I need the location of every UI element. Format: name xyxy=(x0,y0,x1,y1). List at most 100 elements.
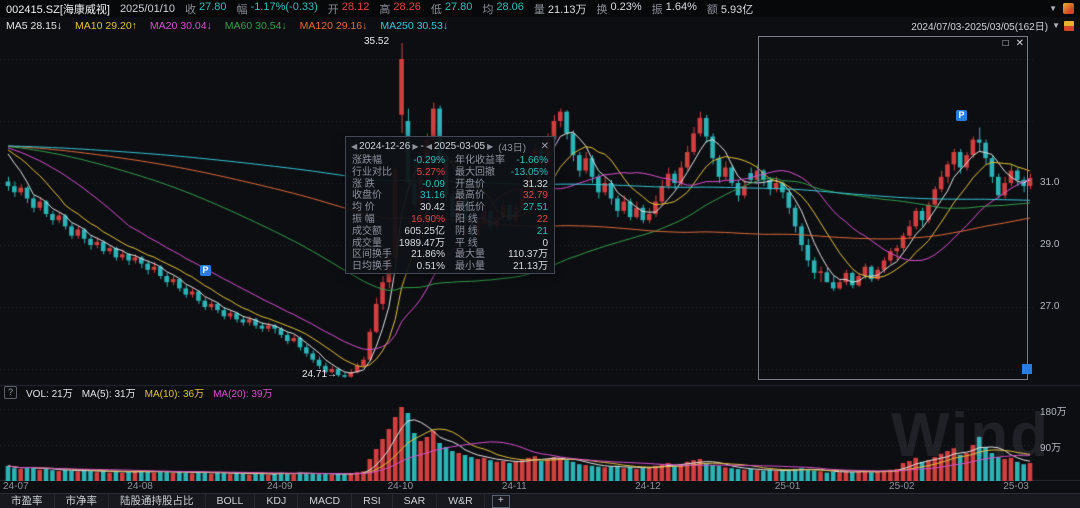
ma-values: MA5 28.15↓ MA10 29.20↑ MA20 30.04↓ MA60 30.… xyxy=(6,20,461,32)
indicator-tabs-bar: 市盈率 市净率 陆股通持股占比 BOLL KDJ MACD RSI SAR W&R + xyxy=(0,493,1080,508)
tab-sar[interactable]: SAR xyxy=(393,494,438,508)
tab-pb[interactable]: 市净率 xyxy=(55,494,109,508)
flag-marker-p[interactable]: P xyxy=(956,110,967,121)
stats-value: 30.42 xyxy=(419,202,445,214)
x-axis-label: 24-07 xyxy=(3,481,29,492)
stats-value: 110.37万 xyxy=(508,249,548,261)
stats-cell: 最低价 27.51 xyxy=(455,202,548,214)
maximize-icon[interactable]: □ xyxy=(1002,38,1009,49)
range-start-date[interactable]: 2024-12-26 xyxy=(359,141,411,152)
stats-value: 0 xyxy=(542,237,548,249)
avg-label: 均 xyxy=(482,3,494,16)
range-stats-panel[interactable]: ◀ 2024-12-26 ▶ - ◀ 2025-03-05 ▶ (43日) ✕ … xyxy=(345,136,555,274)
stats-value: 22 xyxy=(536,213,548,225)
stats-cell: 最大量 110.37万 xyxy=(455,249,548,261)
stats-row: 日均换手 0.51% 最小量 21.13万 xyxy=(346,261,554,273)
stats-value: 1989.47万 xyxy=(398,237,445,249)
next-date-icon[interactable]: ▶ xyxy=(412,142,419,151)
quote-field-high: 高 28.26 xyxy=(379,1,421,17)
stats-cell: 涨 跌 -0.09 xyxy=(352,179,445,191)
close-icon[interactable]: ✕ xyxy=(1015,38,1024,49)
stats-label: 阳 线 xyxy=(455,213,478,225)
price-axis-label: 31.0 xyxy=(1040,177,1060,188)
range-end-date[interactable]: 2025-03-05 xyxy=(433,141,486,152)
add-indicator-button[interactable]: + xyxy=(491,495,510,508)
close-value: 27.80 xyxy=(199,0,227,13)
flag-marker-p[interactable]: P xyxy=(200,265,211,276)
stats-label: 最大量 xyxy=(455,249,485,261)
stats-row: 涨跌幅 -0.29% 年化收益率 -1.66% xyxy=(346,155,554,167)
stats-row: 均 价 30.42 最低价 27.51 xyxy=(346,202,554,214)
volume-label: 量 xyxy=(533,3,545,16)
stats-value: 5.27% xyxy=(416,166,445,178)
low-label: 低 xyxy=(430,3,442,16)
x-axis-label: 24-09 xyxy=(266,481,293,492)
prev-date-icon[interactable]: ◀ xyxy=(425,142,432,151)
stats-cell: 日均换手 0.51% xyxy=(352,261,445,273)
zoom-selection-box[interactable]: □ ✕ xyxy=(758,36,1032,380)
help-icon[interactable]: ? xyxy=(4,385,17,399)
stats-value: -1.66% xyxy=(516,155,548,166)
volume-field-vol-ma5: MA(5): 31万 xyxy=(81,388,136,400)
tab-pe[interactable]: 市盈率 xyxy=(0,494,55,508)
stats-label: 最低价 xyxy=(455,202,485,214)
tab-kdj[interactable]: KDJ xyxy=(255,494,299,508)
tab-rsi[interactable]: RSI xyxy=(352,494,393,508)
date-range-control[interactable]: 2024/07/03-2025/03/05(162日) ▼ xyxy=(911,18,1074,33)
quote-field-open: 开 28.12 xyxy=(328,1,370,17)
wind-app-icon[interactable] xyxy=(1063,3,1074,14)
stats-label: 涨 跌 xyxy=(352,178,375,190)
volume-ma-values: VOL: 21万 MA(5): 31万 MA(10): 36万 MA(20): 39万 xyxy=(26,385,273,400)
turnover-label: 换 xyxy=(596,3,608,16)
volume-field-vol: VOL: 21万 xyxy=(26,388,73,400)
chevron-down-icon[interactable]: ▼ xyxy=(1049,4,1057,13)
high-label: 高 xyxy=(379,3,391,16)
stats-label: 行业对比 xyxy=(352,166,392,178)
stats-cell: 平 线 0 xyxy=(455,238,548,250)
tab-wr[interactable]: W&R xyxy=(437,494,485,508)
open-label: 开 xyxy=(327,3,339,16)
range-stats-rows: 涨跌幅 -0.29% 年化收益率 -1.66% 行业对比 5.27% 最大回撤 -13.05%… xyxy=(346,155,554,273)
stats-value: -0.09 xyxy=(422,178,445,190)
volume-pane-header: ? VOL: 21万 MA(5): 31万 MA(10): 36万 MA(20): 3… xyxy=(4,385,273,400)
tab-northbound[interactable]: 陆股通持股占比 xyxy=(109,494,206,508)
stats-label: 涨跌幅 xyxy=(352,155,382,166)
stats-cell: 涨跌幅 -0.29% xyxy=(352,155,445,167)
amplitude-value: 1.64% xyxy=(665,0,697,13)
volume-axis-label: 90万 xyxy=(1040,443,1062,454)
ma-indicator-ma60: MA60 30.54↓ xyxy=(224,19,287,32)
x-axis-label: 24-08 xyxy=(127,481,153,492)
tab-macd[interactable]: MACD xyxy=(298,494,353,508)
stats-cell: 阴 线 21 xyxy=(455,226,548,238)
stats-cell: 年化收益率 -1.66% xyxy=(455,155,548,167)
prev-date-icon[interactable]: ◀ xyxy=(351,142,358,151)
tab-boll[interactable]: BOLL xyxy=(206,494,256,508)
quote-field-turnover: 换 0.23% xyxy=(596,1,641,17)
x-axis-label: 25-02 xyxy=(889,481,915,492)
stats-value: 0.51% xyxy=(416,261,445,273)
ma-indicator-ma10: MA10 29.20↑ xyxy=(75,19,137,32)
chevron-down-icon[interactable]: ▼ xyxy=(1052,21,1060,30)
selection-resize-handle[interactable] xyxy=(1022,364,1032,374)
kline-period-icon[interactable] xyxy=(1064,20,1074,31)
stats-row: 振 幅 16.90% 阳 线 22 xyxy=(346,214,554,226)
stats-label: 平 线 xyxy=(455,237,478,249)
next-date-icon[interactable]: ▶ xyxy=(487,142,494,151)
stats-cell: 收盘价 31.16 xyxy=(352,190,445,202)
quote-fields: 收 27.80 幅 -1.17%(-0.33) 开 28.12 高 28.26 低 27.80 均 2… xyxy=(185,1,763,17)
quote-field-change: 幅 -1.17%(-0.33) xyxy=(237,1,318,17)
stock-symbol[interactable]: 002415.SZ[海康威视] xyxy=(6,3,110,16)
x-axis-label: 25-03 xyxy=(1003,481,1029,492)
stats-cell: 成交量 1989.47万 xyxy=(352,238,445,250)
close-label: 收 xyxy=(185,3,196,16)
ma-indicator-ma250: MA250 30.53↓ xyxy=(380,19,449,32)
stats-label: 日均换手 xyxy=(352,261,392,273)
close-icon[interactable]: ✕ xyxy=(540,141,549,152)
low-value: 27.80 xyxy=(444,0,473,13)
stats-cell: 振 幅 16.90% xyxy=(352,214,445,226)
price-axis-label: 27.0 xyxy=(1040,301,1060,312)
turnover-value: 0.23% xyxy=(610,0,642,13)
stats-label: 最高价 xyxy=(455,190,485,202)
stats-cell: 阳 线 22 xyxy=(455,214,548,226)
ma-indicator-ma120: MA120 29.16↓ xyxy=(299,19,368,32)
